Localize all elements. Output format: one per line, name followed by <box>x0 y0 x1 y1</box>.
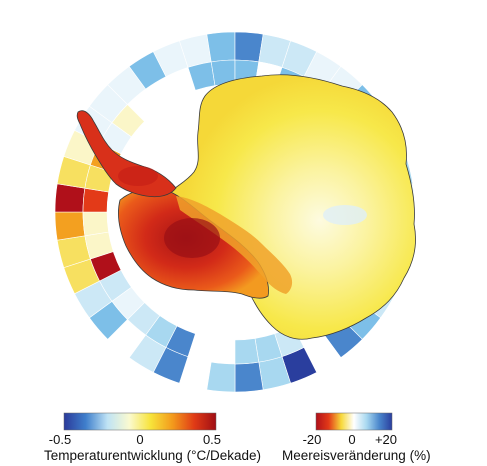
antarctic-continent <box>76 74 416 340</box>
sea-ice-cell <box>54 211 86 241</box>
sea-ice-cell <box>82 187 109 213</box>
seaice-tick-max: +20 <box>375 432 397 447</box>
sea-ice-cell <box>234 338 260 365</box>
sea-ice-cell <box>206 31 236 63</box>
sea-ice-cell <box>54 183 86 213</box>
seaice-colorbar-title: Meereisveränderung (%) <box>282 448 431 463</box>
sea-ice-cell <box>187 61 216 91</box>
temperature-tick-min: -0.5 <box>49 432 71 447</box>
interior-pale-patch <box>323 205 367 225</box>
west-dark-core <box>164 218 220 258</box>
peninsula-base-warm <box>118 166 158 186</box>
seaice-colorbar: -20 0 +20 Meereisveränderung (%) <box>282 412 431 463</box>
temperature-colorbar-gradient <box>63 412 217 431</box>
seaice-colorbar-gradient <box>315 412 393 431</box>
temperature-tick-max: 0.5 <box>203 432 221 447</box>
sea-ice-cell <box>206 361 236 393</box>
temperature-colorbar: -0.5 0 0.5 Temperaturentwicklung (°C/Dek… <box>44 412 261 463</box>
temperature-tick-zero: 0 <box>136 432 143 447</box>
sea-ice-cell <box>111 104 145 138</box>
seaice-tick-min: -20 <box>303 432 322 447</box>
seaice-tick-zero: 0 <box>348 432 355 447</box>
sea-ice-cell <box>234 361 264 393</box>
sea-ice-cell <box>234 31 264 63</box>
sea-ice-cell <box>82 211 109 237</box>
temperature-colorbar-title: Temperaturentwicklung (°C/Dekade) <box>44 448 261 463</box>
